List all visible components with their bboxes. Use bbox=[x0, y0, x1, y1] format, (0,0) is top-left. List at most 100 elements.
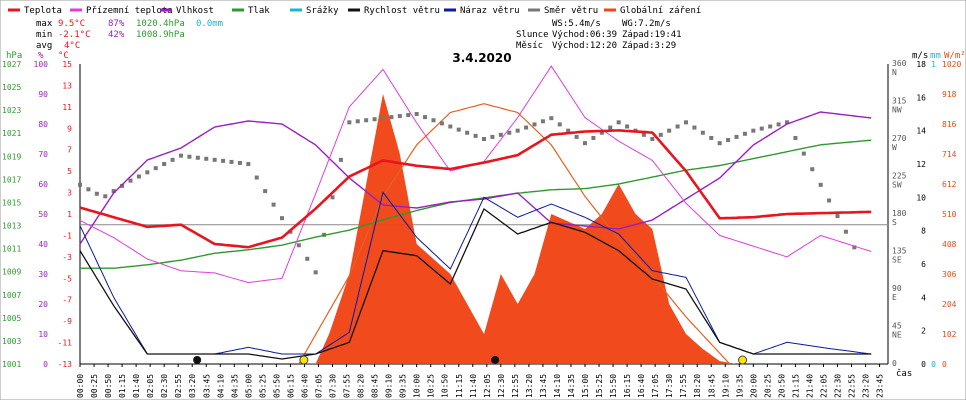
wind-dir-point bbox=[103, 194, 108, 199]
wind-dir-point bbox=[305, 256, 310, 261]
tick-rad-3: 714 bbox=[942, 150, 957, 159]
tick-temp-7: 1 bbox=[67, 210, 72, 219]
time-label-51: 21:15 bbox=[791, 374, 800, 398]
time-label-15: 06:15 bbox=[286, 374, 295, 398]
tick-rad-8: 204 bbox=[942, 300, 957, 309]
tick-hum-1: 90 bbox=[38, 90, 48, 99]
time-label-17: 07:05 bbox=[314, 374, 323, 398]
wind-dir-point bbox=[776, 122, 781, 127]
tick-hum-7: 30 bbox=[38, 270, 48, 279]
wind-dir-point bbox=[591, 135, 596, 140]
wind-dir-point bbox=[381, 116, 385, 121]
legend-label-1: Přízemní teplota bbox=[86, 6, 173, 16]
sun-moon-info: WS:5.4m/s WG:7.2m/s Slunce Východ:06:39 … bbox=[516, 19, 682, 51]
legend-label-8: Globální záření bbox=[620, 6, 701, 16]
wind-dir-point bbox=[330, 195, 335, 200]
tick-dir-card-4: S bbox=[892, 218, 897, 227]
wind-dir-point bbox=[162, 162, 167, 166]
time-label-53: 22:05 bbox=[819, 374, 828, 398]
tick-rad-9: 102 bbox=[942, 330, 957, 339]
info-sunrise: Východ:06:39 bbox=[552, 30, 617, 40]
tick-press-13: 1001 bbox=[2, 360, 21, 369]
wind-dir-point bbox=[490, 134, 495, 139]
tick-dir-3: 225 bbox=[892, 172, 907, 181]
wind-dir-point bbox=[221, 158, 226, 163]
time-label-33: 13:45 bbox=[539, 374, 548, 398]
wind-dir-point bbox=[549, 116, 554, 121]
wind-dir-point bbox=[145, 170, 150, 175]
legend-label-3: Tlak bbox=[248, 6, 270, 16]
series-wind-speed bbox=[79, 208, 872, 360]
wind-dir-point bbox=[473, 133, 478, 138]
wind-dir-point bbox=[120, 183, 125, 188]
wind-dir-point bbox=[448, 124, 453, 129]
wind-dir-point bbox=[187, 154, 192, 159]
wind-dir-point bbox=[86, 187, 91, 192]
tick-hum-5: 50 bbox=[38, 210, 48, 219]
time-label-24: 10:00 bbox=[413, 374, 422, 398]
series-humidity bbox=[79, 111, 872, 245]
tick-temp-1: 13 bbox=[62, 81, 72, 90]
wind-dir-point bbox=[608, 125, 613, 130]
time-label-12: 05:00 bbox=[244, 374, 253, 398]
tick-rad-7: 306 bbox=[942, 270, 957, 279]
tick-wind-2: 14 bbox=[916, 127, 926, 136]
wind-dir-point bbox=[810, 167, 815, 172]
wind-dir-point bbox=[532, 122, 537, 127]
wind-dir-point bbox=[296, 243, 301, 248]
tick-temp-9: -3 bbox=[62, 253, 72, 262]
wind-dir-point bbox=[616, 120, 621, 125]
tick-rad-6: 408 bbox=[942, 240, 957, 249]
stat-max-rain: 0.0mm bbox=[196, 19, 223, 29]
legend-label-7: Směr větru bbox=[544, 6, 598, 16]
tick-press-11: 1005 bbox=[2, 314, 21, 323]
series-pressure bbox=[80, 139, 872, 269]
wind-dir-point bbox=[263, 189, 268, 194]
time-label-31: 12:55 bbox=[511, 374, 520, 398]
tick-hum-4: 60 bbox=[38, 180, 48, 189]
time-label-29: 12:05 bbox=[483, 374, 492, 398]
wind-dir-point bbox=[759, 126, 764, 131]
wind-dir-point bbox=[583, 141, 587, 146]
wind-dir-point bbox=[641, 132, 646, 137]
info-sunset: Západ:19:41 bbox=[622, 30, 682, 40]
moonrise-marker bbox=[491, 356, 500, 364]
time-label-7: 02:55 bbox=[174, 374, 183, 398]
time-label-38: 15:50 bbox=[609, 374, 618, 398]
tick-dir-5: 135 bbox=[892, 247, 907, 256]
tick-dir-card-3: SW bbox=[892, 181, 902, 190]
tick-rad-0: 1020 bbox=[942, 60, 961, 69]
wind-dir-point bbox=[801, 151, 806, 156]
wind-dir-point bbox=[439, 121, 444, 126]
time-label-39: 16:15 bbox=[623, 374, 632, 398]
time-label-34: 14:10 bbox=[553, 374, 562, 398]
tick-hum-2: 80 bbox=[38, 120, 48, 129]
time-label-10: 04:10 bbox=[216, 374, 225, 398]
time-label-36: 15:00 bbox=[581, 374, 590, 398]
wind-dir-point bbox=[280, 216, 284, 221]
wind-dir-point bbox=[574, 134, 579, 139]
time-label-14: 05:50 bbox=[272, 374, 281, 398]
tick-press-8: 1011 bbox=[2, 245, 21, 254]
wind-dir-point bbox=[111, 189, 116, 194]
wind-dir-point bbox=[742, 131, 747, 136]
tick-press-12: 1003 bbox=[2, 337, 21, 346]
series-temperature bbox=[79, 129, 872, 249]
wind-dir-point bbox=[431, 118, 436, 123]
axis-unit-temp: °C bbox=[58, 51, 69, 61]
wind-dir-point bbox=[709, 135, 714, 140]
info-sun-label: Slunce bbox=[516, 30, 549, 40]
tick-temp-13: -11 bbox=[58, 339, 73, 348]
wind-dir-point bbox=[372, 117, 377, 122]
wind-dir-point bbox=[557, 122, 562, 127]
time-label-23: 09:35 bbox=[399, 374, 408, 398]
time-label-49: 20:25 bbox=[763, 374, 772, 398]
stats-panel: max 9.5°C 87% 1020.4hPa 0.0mm min -2.1°C… bbox=[36, 19, 223, 51]
time-label-43: 17:55 bbox=[679, 374, 688, 398]
time-label-50: 20:50 bbox=[777, 374, 786, 398]
axis-unit-wind: m/s bbox=[912, 51, 928, 61]
time-label-8: 03:20 bbox=[188, 374, 197, 398]
wind-dir-point bbox=[507, 130, 512, 135]
time-label-44: 18:20 bbox=[693, 374, 702, 398]
